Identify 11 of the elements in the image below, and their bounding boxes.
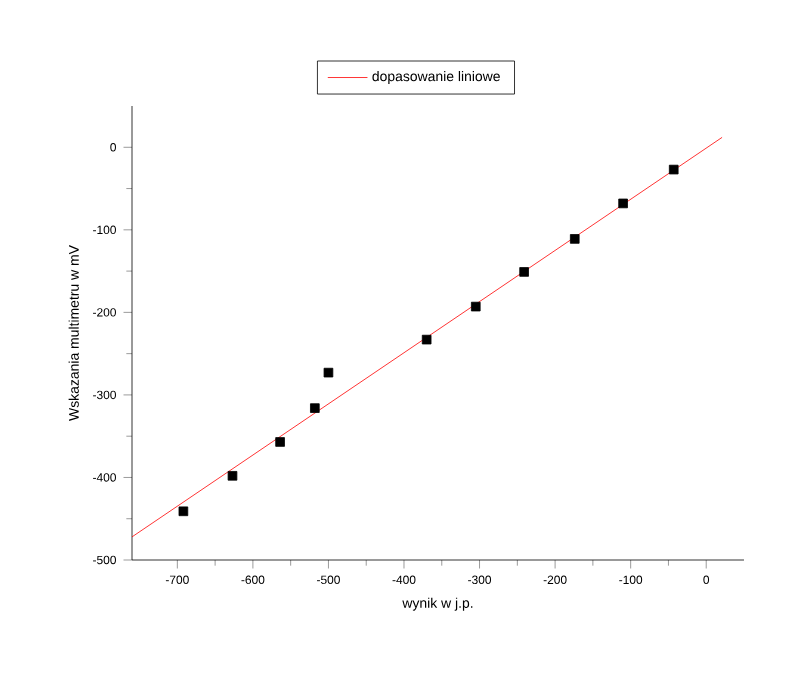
point — [421, 334, 432, 345]
point — [323, 367, 334, 378]
point — [310, 403, 320, 413]
point — [618, 198, 628, 209]
point — [178, 506, 189, 517]
point — [519, 267, 529, 277]
point — [668, 164, 679, 175]
point — [470, 301, 481, 312]
point — [569, 234, 580, 244]
point — [275, 437, 285, 447]
point — [227, 471, 238, 481]
